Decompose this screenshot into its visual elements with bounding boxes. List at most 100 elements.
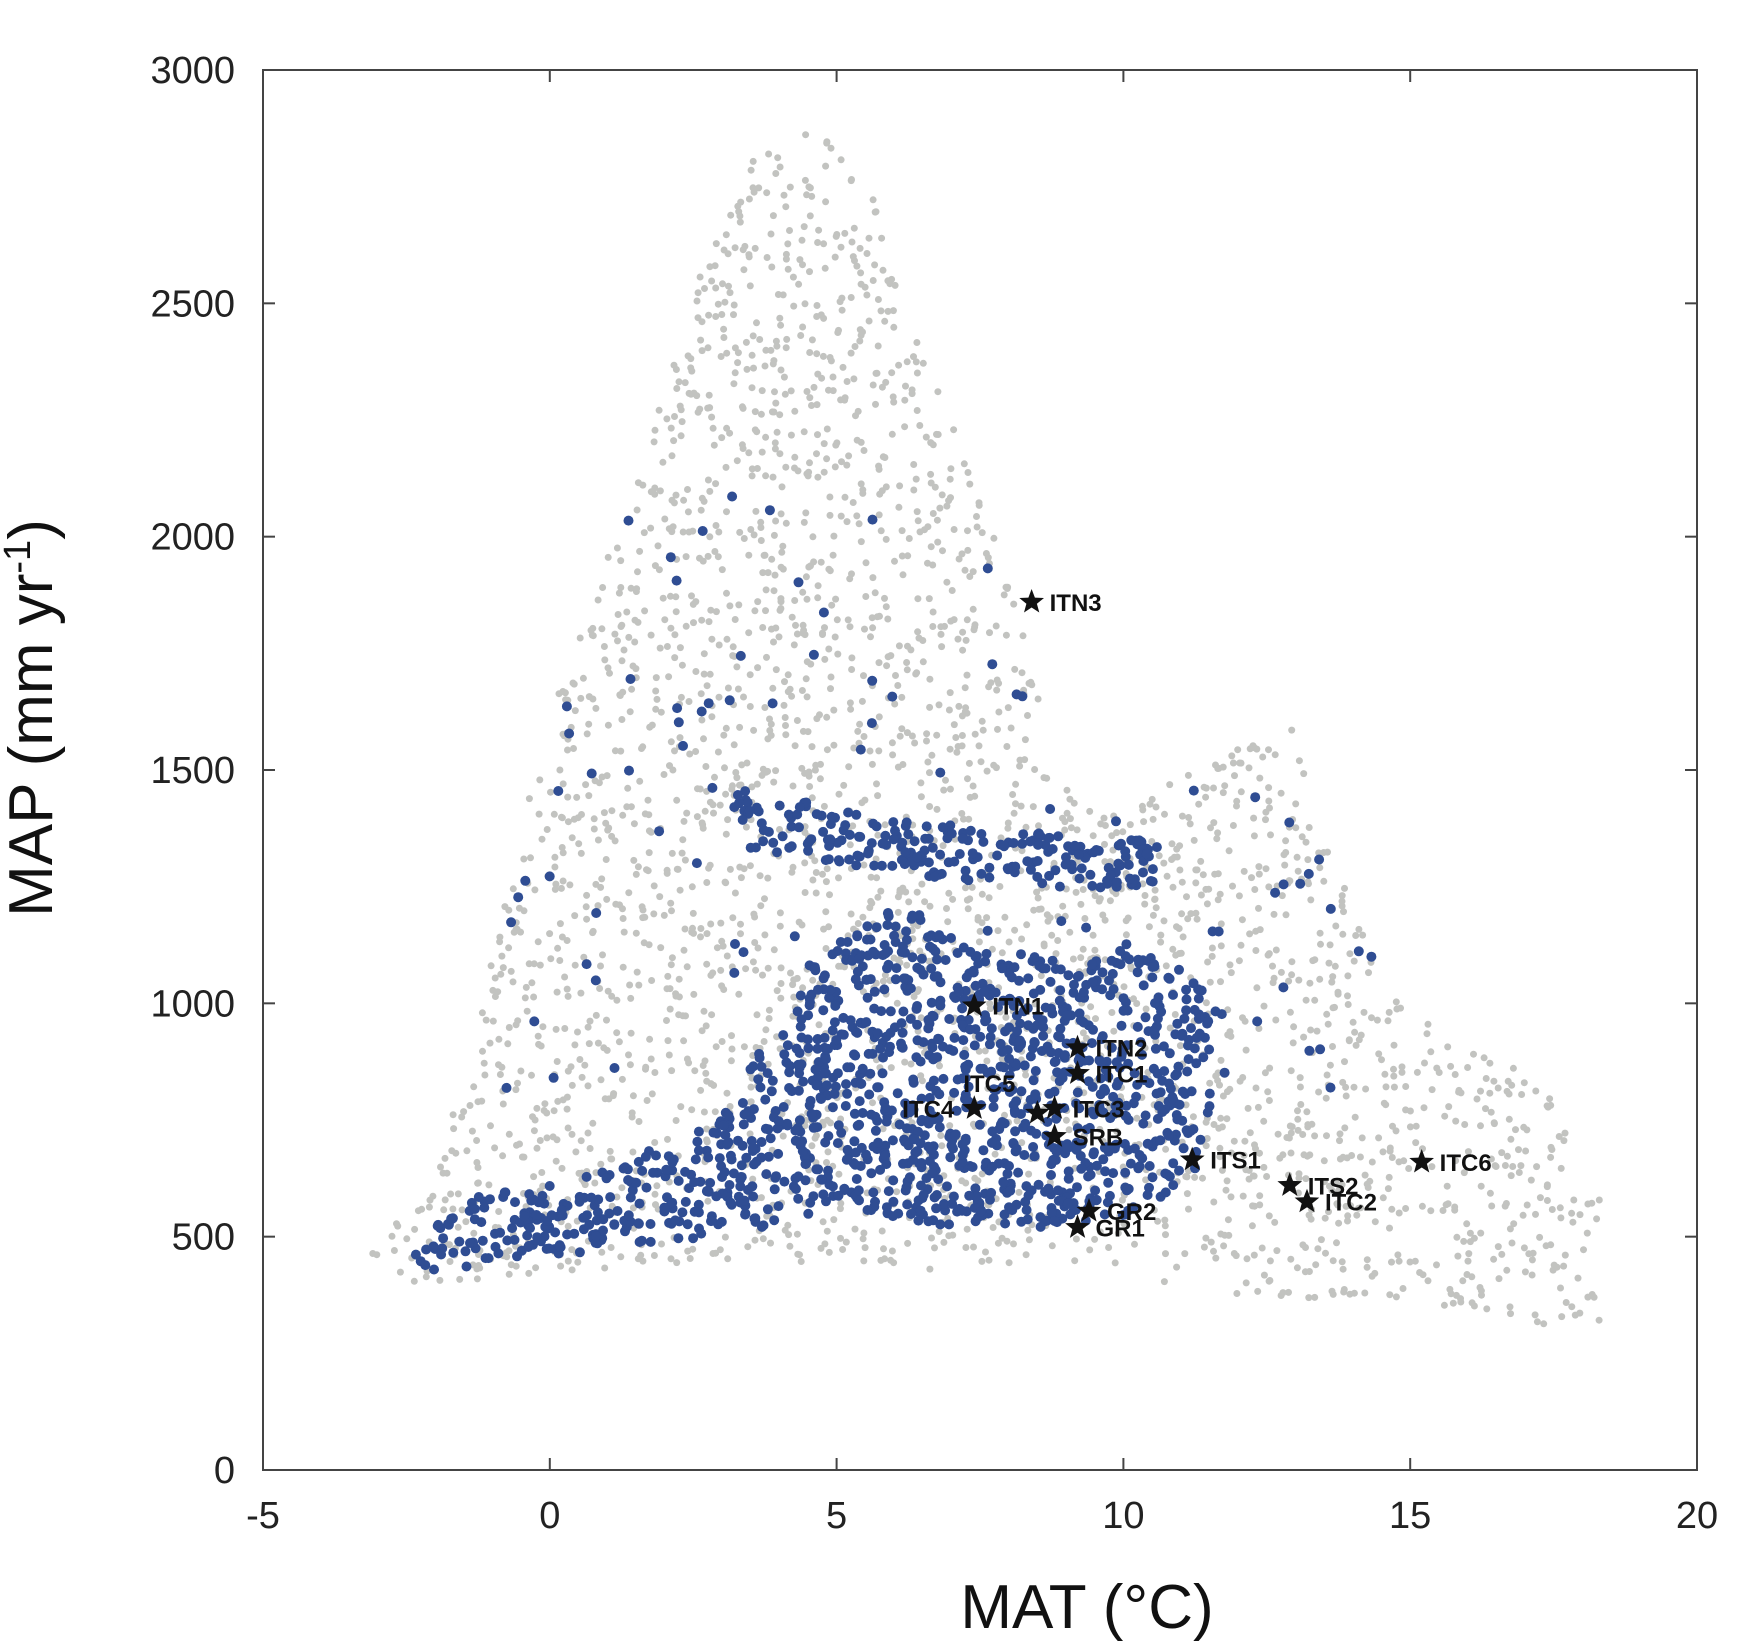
subset-point — [1020, 1118, 1031, 1129]
background-point — [947, 465, 955, 473]
background-point — [1258, 1244, 1266, 1252]
background-point — [661, 515, 669, 523]
background-point — [740, 865, 748, 873]
background-point — [879, 977, 887, 985]
background-point — [1547, 1101, 1555, 1109]
background-point — [706, 263, 714, 271]
background-point — [890, 954, 898, 962]
background-point — [1368, 1014, 1375, 1022]
background-point — [1459, 1277, 1467, 1285]
background-point — [1298, 833, 1306, 841]
subset-point — [751, 1156, 762, 1167]
subset-point — [1065, 1209, 1076, 1220]
background-point — [826, 354, 834, 361]
background-point — [1269, 979, 1277, 987]
background-point — [1003, 743, 1011, 750]
subset-point — [1087, 880, 1098, 891]
background-point — [877, 307, 885, 315]
subset-point — [953, 987, 964, 998]
background-point — [497, 970, 505, 978]
subset-point — [760, 1094, 771, 1105]
subset-point — [477, 1235, 488, 1246]
background-point — [813, 450, 820, 458]
subset-point — [796, 1032, 807, 1043]
background-point — [564, 1124, 572, 1132]
background-point — [1487, 1155, 1495, 1163]
background-point — [1204, 958, 1212, 966]
background-point — [738, 403, 746, 411]
background-point — [1101, 916, 1109, 924]
background-point — [474, 1179, 482, 1187]
y-axis-title-superscript: -1 — [0, 540, 39, 574]
background-point — [1389, 1122, 1396, 1130]
background-point — [1428, 1086, 1436, 1094]
subset-point — [499, 1187, 510, 1198]
background-point — [796, 256, 804, 264]
background-point — [902, 382, 909, 390]
subset-point — [897, 1027, 908, 1038]
site-star-icon — [961, 1095, 987, 1119]
subset-point — [952, 1074, 963, 1085]
background-point — [1326, 941, 1334, 949]
subset-point — [640, 1151, 651, 1162]
background-point — [730, 311, 737, 319]
background-point — [1320, 1157, 1328, 1165]
background-point — [826, 891, 833, 899]
subset-point — [934, 930, 945, 941]
background-point — [1293, 853, 1301, 861]
subset-point — [782, 1118, 793, 1129]
subset-point — [557, 1210, 568, 1221]
background-point — [812, 869, 820, 876]
background-point — [751, 939, 759, 946]
subset-point — [581, 959, 592, 970]
subset-point — [773, 1116, 784, 1127]
background-point — [599, 584, 607, 591]
background-point — [899, 571, 907, 579]
background-point — [468, 1127, 476, 1135]
background-point — [978, 1170, 986, 1178]
background-point — [707, 920, 715, 928]
background-point — [1091, 1235, 1099, 1243]
background-point — [1119, 828, 1127, 836]
background-point — [1259, 753, 1267, 761]
subset-point — [823, 1131, 834, 1141]
subset-point — [926, 997, 937, 1008]
background-point — [1463, 1220, 1471, 1228]
background-point — [748, 783, 756, 791]
background-point — [580, 953, 588, 961]
background-point — [597, 1160, 605, 1168]
subset-point — [707, 782, 718, 793]
subset-point — [436, 1249, 447, 1260]
background-point — [735, 990, 743, 998]
background-point — [646, 723, 654, 731]
background-point — [1019, 632, 1027, 640]
background-point — [1253, 984, 1261, 992]
background-point — [985, 894, 993, 902]
subset-point — [825, 819, 836, 830]
background-point — [969, 568, 977, 576]
background-point — [934, 431, 942, 438]
background-point — [723, 424, 731, 432]
background-point — [1069, 955, 1077, 963]
subset-point — [763, 1124, 774, 1135]
background-point — [701, 807, 709, 815]
subset-point — [696, 1228, 707, 1239]
background-point — [1593, 1215, 1601, 1223]
background-point — [1004, 819, 1012, 827]
subset-point — [586, 1192, 597, 1203]
background-point — [698, 1027, 706, 1035]
subset-point — [1060, 859, 1071, 870]
background-point — [1277, 789, 1285, 797]
subset-point — [821, 1080, 832, 1091]
background-point — [912, 358, 920, 366]
background-point — [1392, 1293, 1400, 1301]
background-point — [1365, 969, 1372, 977]
site-star-icon — [1019, 589, 1044, 613]
subset-point — [1202, 1107, 1213, 1118]
background-point — [604, 664, 612, 672]
background-point — [653, 1182, 661, 1190]
subset-point — [1099, 1209, 1110, 1220]
background-point — [693, 813, 701, 821]
subset-point — [480, 1253, 491, 1264]
subset-point — [763, 1151, 774, 1162]
